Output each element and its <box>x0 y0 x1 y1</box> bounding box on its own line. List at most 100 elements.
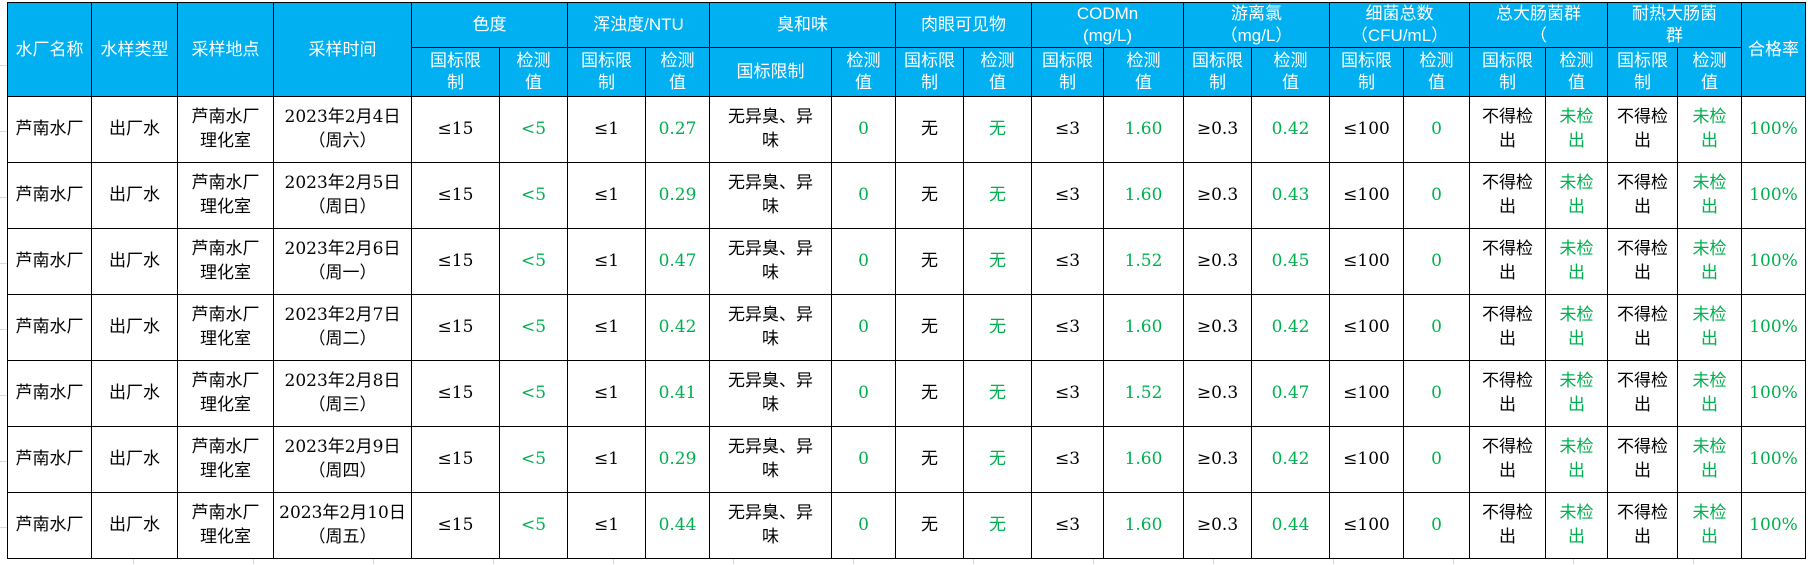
cell-codmn-value: 1.60 <box>1103 426 1185 494</box>
cell-thermotolerant-coliform-value: 未检 出 <box>1677 96 1743 164</box>
cell-bacteria-value: 0 <box>1403 294 1471 362</box>
cell-odor-value: 0 <box>831 426 897 494</box>
subheader-limit-bacteria-limit: 国标限 制 <box>1329 47 1405 98</box>
cell-sample-type: 出厂水 <box>91 96 178 164</box>
header-sampling-location: 采样地点 <box>177 1 274 98</box>
header-sub-row: 国标限 制检测 值国标限 制检测 值国标限制 检测 值国标限 制检测 值国标限 制… <box>8 47 1806 98</box>
subheader-value-bacteria-value: 检测 值 <box>1403 47 1471 98</box>
cell-codmn-value: 1.52 <box>1103 228 1185 296</box>
cell-free-chlorine-limit: ≥0.3 <box>1183 360 1253 428</box>
cell-chroma-value: <5 <box>499 294 568 362</box>
cell-thermotolerant-coliform-limit: 不得检 出 <box>1607 360 1679 428</box>
cell-total-coliform-limit: 不得检 出 <box>1469 492 1547 560</box>
cell-codmn-value: 1.60 <box>1103 492 1185 560</box>
cell-thermotolerant-coliform-limit: 不得检 出 <box>1607 426 1679 494</box>
cell-visible-matter-limit: 无 <box>895 96 965 164</box>
subheader-value-total-coliform-value: 检测 值 <box>1545 47 1609 98</box>
cell-total-coliform-value: 未检 出 <box>1545 228 1609 296</box>
cell-sample-type: 出厂水 <box>91 294 178 362</box>
cell-pass-rate: 100% <box>1741 492 1807 560</box>
cell-odor-limit: 无异臭、异 味 <box>709 162 833 230</box>
cell-odor-value: 0 <box>831 96 897 164</box>
cell-bacteria-limit: ≤100 <box>1329 228 1405 296</box>
cell-bacteria-limit: ≤100 <box>1329 426 1405 494</box>
cell-bacteria-value: 0 <box>1403 162 1471 230</box>
cell-sampling-location: 芦南水厂 理化室 <box>177 228 274 296</box>
cell-total-coliform-value: 未检 出 <box>1545 162 1609 230</box>
cell-thermotolerant-coliform-limit: 不得检 出 <box>1607 294 1679 362</box>
cell-plant-name: 芦南水厂 <box>7 162 92 230</box>
cell-turbidity-limit: ≤1 <box>567 426 646 494</box>
cell-bacteria-value: 0 <box>1403 492 1471 560</box>
cell-visible-matter-limit: 无 <box>895 294 965 362</box>
cell-pass-rate: 100% <box>1741 360 1807 428</box>
cell-codmn-limit: ≤3 <box>1031 426 1105 494</box>
cell-pass-rate: 100% <box>1741 96 1807 164</box>
table-row: 芦南水厂 出厂水 芦南水厂 理化室 2023年2月6日 （周一） ≤15 <5 ≤1 0.47… <box>7 228 1807 296</box>
cell-free-chlorine-limit: ≥0.3 <box>1183 426 1253 494</box>
subheader-value-chroma-value: 检测 值 <box>499 47 568 98</box>
cell-bacteria-value: 0 <box>1403 96 1471 164</box>
cell-free-chlorine-value: 0.42 <box>1251 294 1331 362</box>
header-group-odor: 臭和味 <box>709 1 897 49</box>
cell-bacteria-value: 0 <box>1403 360 1471 428</box>
cell-visible-matter-value: 无 <box>963 426 1033 494</box>
cell-thermotolerant-coliform-value: 未检 出 <box>1677 360 1743 428</box>
cell-turbidity-limit: ≤1 <box>567 96 646 164</box>
cell-codmn-limit: ≤3 <box>1031 294 1105 362</box>
cell-sampling-time: 2023年2月9日 （周四） <box>273 426 412 494</box>
cell-turbidity-limit: ≤1 <box>567 162 646 230</box>
cell-total-coliform-value: 未检 出 <box>1545 96 1609 164</box>
cell-odor-limit: 无异臭、异 味 <box>709 96 833 164</box>
header-sampling-time: 采样时间 <box>273 1 412 98</box>
cell-codmn-limit: ≤3 <box>1031 492 1105 560</box>
cell-codmn-limit: ≤3 <box>1031 360 1105 428</box>
cell-total-coliform-limit: 不得检 出 <box>1469 96 1547 164</box>
cell-bacteria-limit: ≤100 <box>1329 294 1405 362</box>
subheader-limit-codmn-limit: 国标限 制 <box>1031 47 1105 98</box>
table-row: 芦南水厂 出厂水 芦南水厂 理化室 2023年2月9日 （周四） ≤15 <5 ≤1 0.29… <box>7 426 1807 494</box>
cell-bacteria-limit: ≤100 <box>1329 96 1405 164</box>
subheader-limit-visible-matter-limit: 国标限 制 <box>895 47 965 98</box>
cell-sampling-location: 芦南水厂 理化室 <box>177 96 274 164</box>
cell-chroma-limit: ≤15 <box>411 294 500 362</box>
subheader-limit-turbidity-limit: 国标限 制 <box>567 47 646 98</box>
cell-free-chlorine-value: 0.43 <box>1251 162 1331 230</box>
table-row: 芦南水厂 出厂水 芦南水厂 理化室 2023年2月7日 （周二） ≤15 <5 ≤1 0.42… <box>7 294 1807 362</box>
cell-bacteria-limit: ≤100 <box>1329 162 1405 230</box>
cell-odor-limit: 无异臭、异 味 <box>709 426 833 494</box>
cell-free-chlorine-limit: ≥0.3 <box>1183 294 1253 362</box>
cell-total-coliform-limit: 不得检 出 <box>1469 360 1547 428</box>
cell-codmn-limit: ≤3 <box>1031 96 1105 164</box>
cell-thermotolerant-coliform-value: 未检 出 <box>1677 492 1743 560</box>
subheader-limit-chroma-limit: 国标限 制 <box>411 47 500 98</box>
cell-bacteria-value: 0 <box>1403 228 1471 296</box>
cell-sampling-time: 2023年2月8日 （周三） <box>273 360 412 428</box>
table-body: 芦南水厂 出厂水 芦南水厂 理化室 2023年2月4日 （周六） ≤15 <5 ≤1 0.27… <box>7 96 1807 560</box>
cell-total-coliform-value: 未检 出 <box>1545 360 1609 428</box>
cell-odor-limit: 无异臭、异 味 <box>709 294 833 362</box>
cell-free-chlorine-value: 0.45 <box>1251 228 1331 296</box>
cell-total-coliform-value: 未检 出 <box>1545 426 1609 494</box>
cell-chroma-value: <5 <box>499 96 568 164</box>
cell-sample-type: 出厂水 <box>91 228 178 296</box>
cell-chroma-value: <5 <box>499 360 568 428</box>
cell-plant-name: 芦南水厂 <box>7 294 92 362</box>
water-quality-table: 水厂名称 水样类型 采样地点 采样时间 色度 浑浊度/NTU 臭和味 肉眼可见物… <box>7 1 1807 560</box>
header-group-bacteria-count: 细菌总数 （CFU/mL） <box>1329 1 1471 49</box>
cell-total-coliform-limit: 不得检 出 <box>1469 162 1547 230</box>
cell-odor-value: 0 <box>831 492 897 560</box>
cell-turbidity-limit: ≤1 <box>567 294 646 362</box>
cell-sampling-location: 芦南水厂 理化室 <box>177 360 274 428</box>
table-row: 芦南水厂 出厂水 芦南水厂 理化室 2023年2月10日 （周五） ≤15 <5 ≤1 0.4… <box>7 492 1807 560</box>
subheader-limit-odor-limit: 国标限制 <box>709 47 833 98</box>
cell-sample-type: 出厂水 <box>91 426 178 494</box>
cell-thermotolerant-coliform-limit: 不得检 出 <box>1607 96 1679 164</box>
cell-odor-limit: 无异臭、异 味 <box>709 360 833 428</box>
header-group-turbidity: 浑浊度/NTU <box>566 1 711 49</box>
cell-free-chlorine-limit: ≥0.3 <box>1183 96 1253 164</box>
cell-sampling-location: 芦南水厂 理化室 <box>177 426 274 494</box>
cell-pass-rate: 100% <box>1741 162 1807 230</box>
cell-visible-matter-limit: 无 <box>895 492 965 560</box>
cell-total-coliform-limit: 不得检 出 <box>1469 294 1547 362</box>
